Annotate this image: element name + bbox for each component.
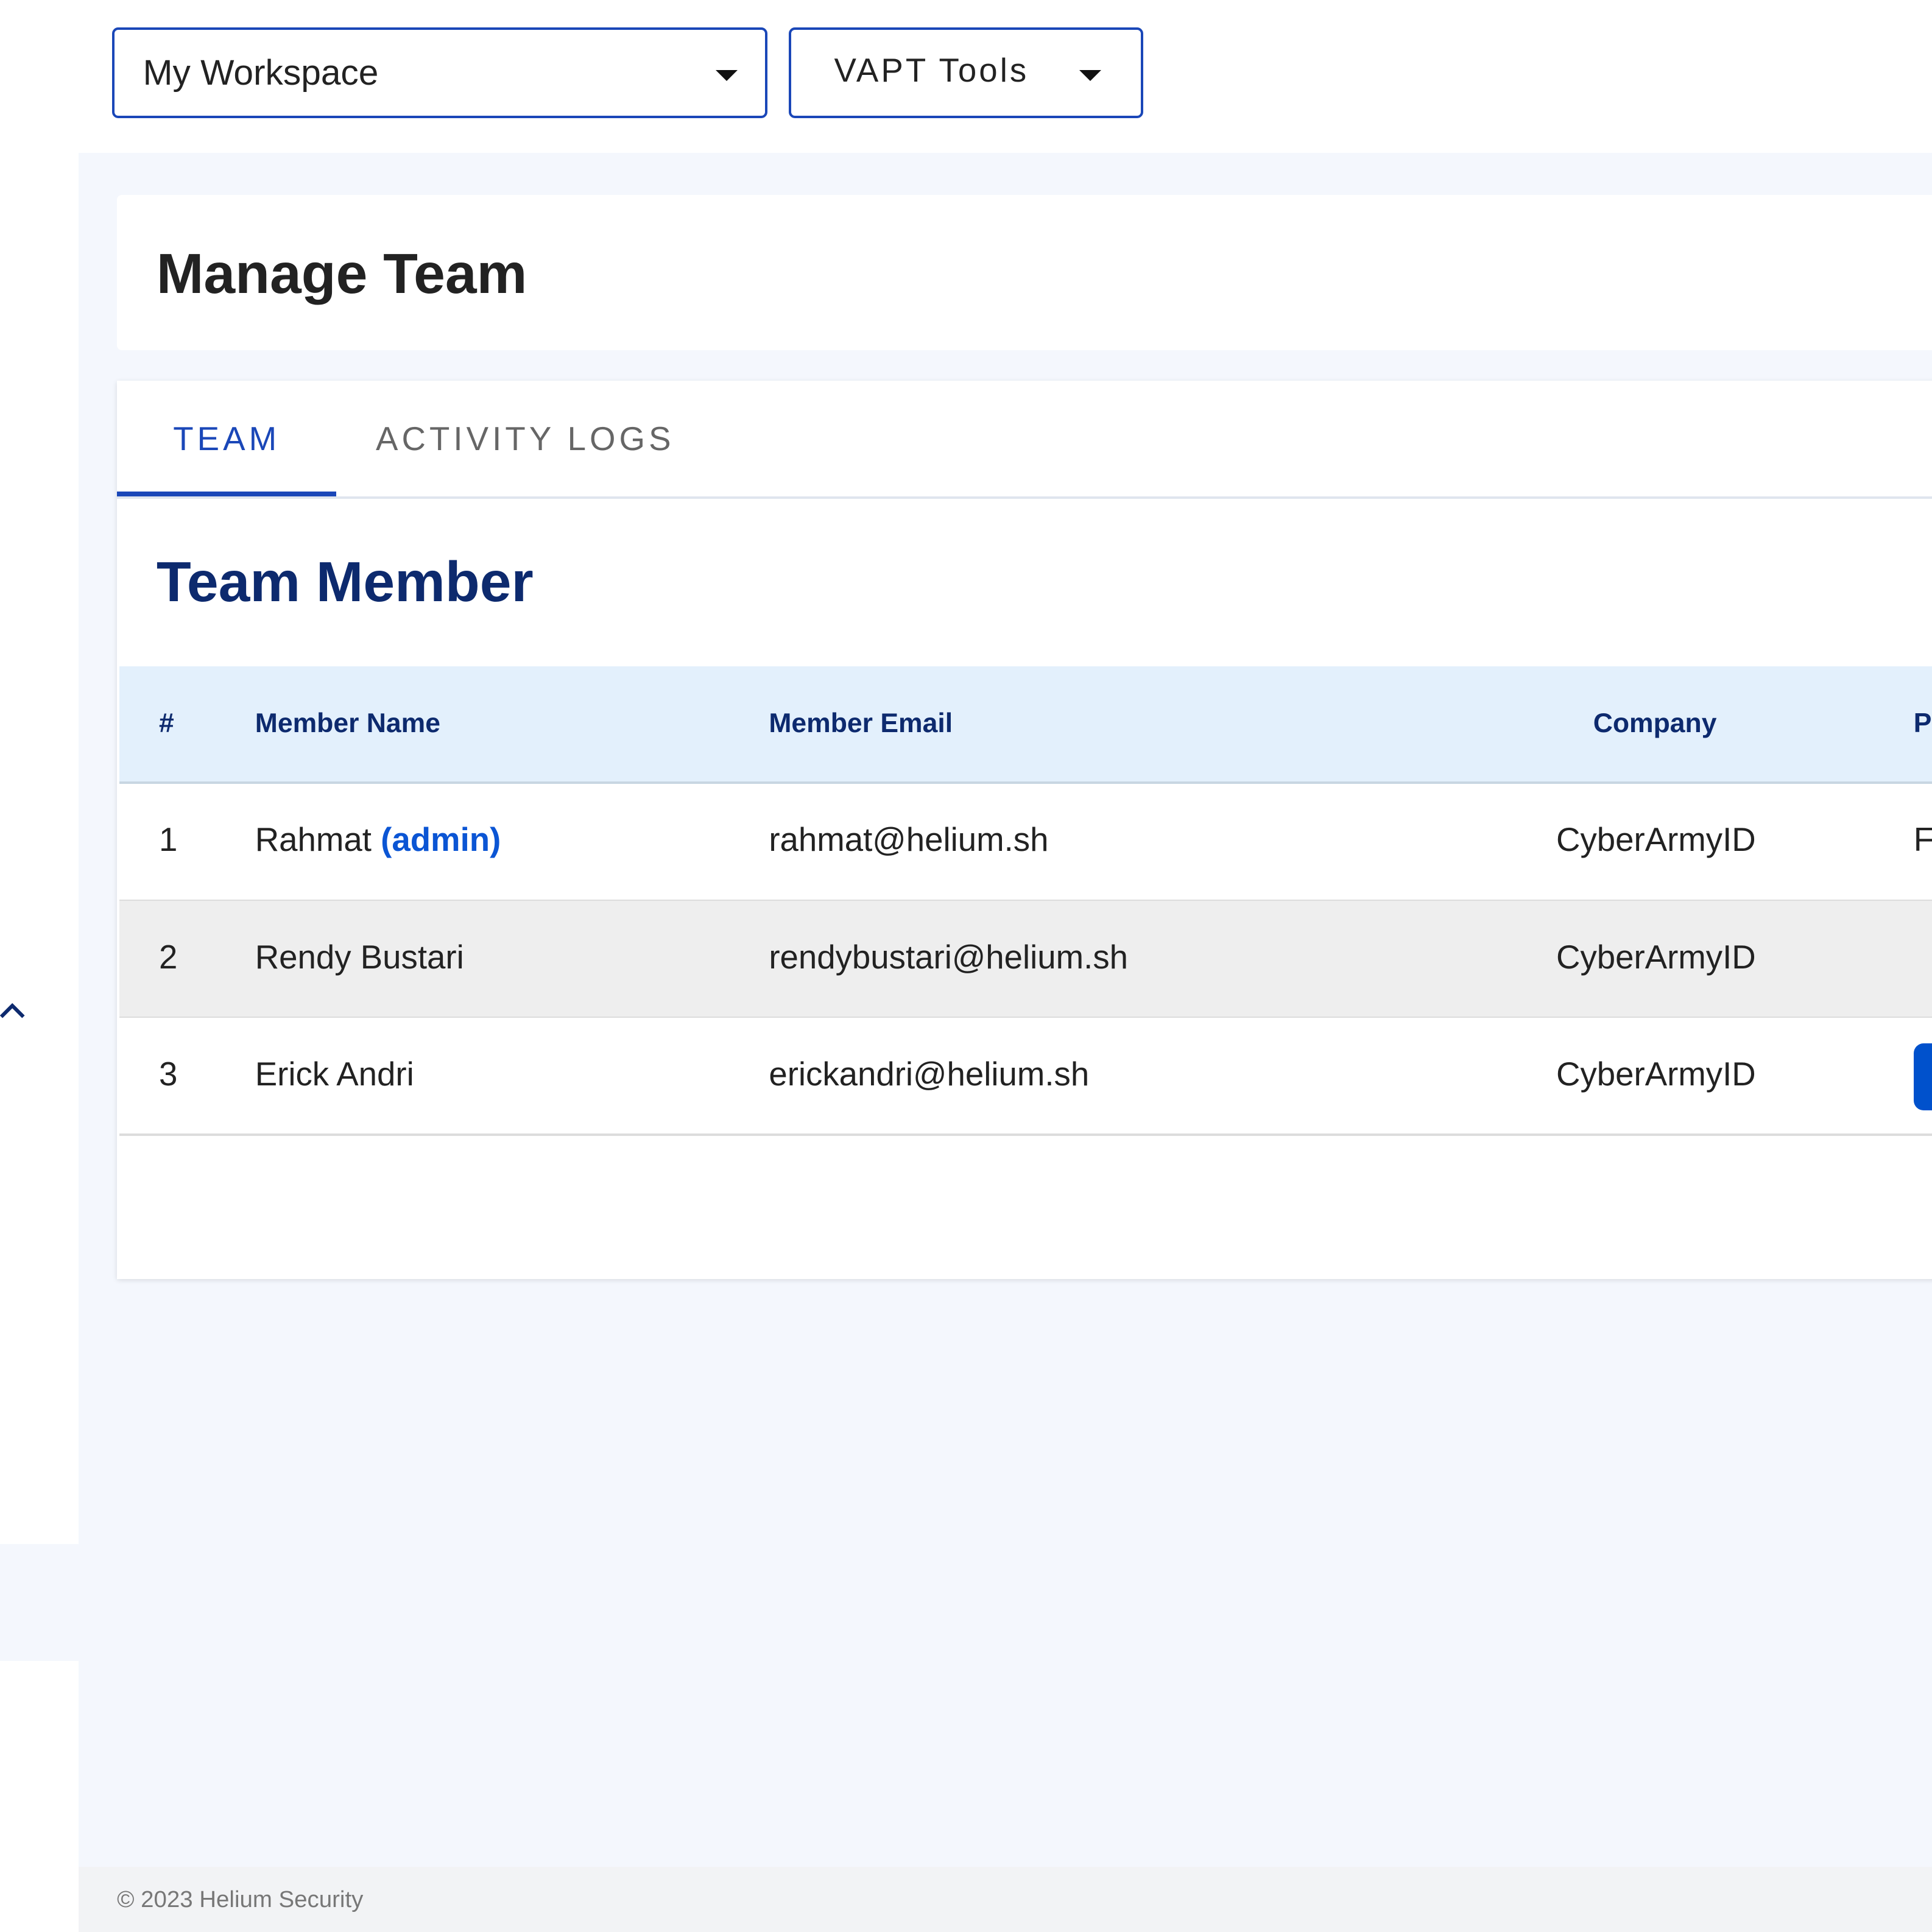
row-number: 3 [158, 1055, 178, 1093]
member-name: Rendy Bustari [255, 938, 464, 976]
col-header-name: Member Name [255, 708, 440, 739]
col-header-number: # [158, 708, 174, 739]
member-name: Erick Andri [255, 1055, 414, 1093]
tools-select-value: VAPT Tools [834, 51, 1029, 89]
col-header-email: Member Email [769, 708, 953, 739]
copyright-text: © 2023 Helium Security [117, 1886, 364, 1913]
page-header: Manage Team [117, 194, 1932, 350]
tab-activity-logs[interactable]: ACTIVITY LOGS [376, 420, 675, 457]
tab-team[interactable]: TEAM [173, 420, 281, 457]
table-row: 2 Rendy Bustari rendybustari@helium.sh C… [119, 900, 1932, 1019]
table-header [119, 666, 1932, 784]
member-company: CyberArmyID [1556, 938, 1756, 976]
workspace-select[interactable]: My Workspace [112, 27, 768, 119]
member-name: Rahmat (admin) [255, 820, 501, 859]
member-company: CyberArmyID [1556, 821, 1756, 859]
row-action-button[interactable] [1913, 1043, 1932, 1110]
page-title: Manage Team [156, 242, 527, 306]
sidebar-item[interactable] [0, 1543, 79, 1661]
table-row: 1 Rahmat (admin) rahmat@helium.sh CyberA… [119, 783, 1932, 902]
member-company: CyberArmyID [1556, 1055, 1756, 1093]
row-number: 2 [158, 938, 178, 976]
table-row: 3 Erick Andri erickandri@helium.sh Cyber… [119, 1017, 1932, 1137]
active-tab-indicator [117, 492, 337, 497]
section-title: Team Member [156, 550, 534, 614]
member-email: rendybustari@helium.sh [769, 938, 1128, 976]
member-extra: F [1913, 821, 1932, 859]
workspace-select-value: My Workspace [143, 52, 379, 93]
col-header-company: Company [1593, 708, 1717, 739]
member-email: rahmat@helium.sh [769, 821, 1049, 859]
tools-select[interactable]: VAPT Tools [788, 27, 1144, 119]
row-number: 1 [158, 821, 178, 859]
footer: © 2023 Helium Security [79, 1866, 1932, 1932]
chevron-up-icon[interactable] [0, 998, 27, 1020]
member-email: erickandri@helium.sh [769, 1055, 1090, 1093]
col-header-p: P [1913, 708, 1932, 739]
admin-badge: (admin) [381, 821, 501, 859]
caret-down-icon [1079, 70, 1102, 82]
caret-down-icon [716, 70, 738, 82]
member-name-text: Rahmat [255, 821, 372, 859]
